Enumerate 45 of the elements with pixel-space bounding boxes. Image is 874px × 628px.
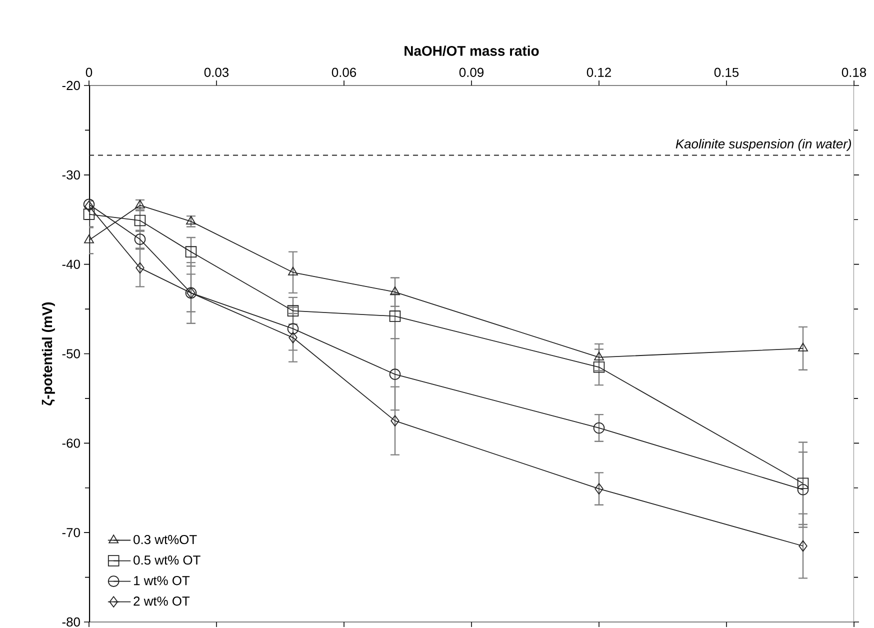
point (134, 234, 146, 245)
x-tick-label: 0.03 (204, 68, 229, 77)
legend-label: 2 wt% OT (134, 596, 190, 606)
point (83, 208, 95, 220)
point (593, 422, 605, 434)
point (594, 352, 604, 360)
x-tick-label: 0.18 (842, 68, 866, 77)
y-axis-title: ζ-potential (mV) (42, 302, 55, 406)
point (593, 362, 605, 373)
x-tick-label: 0.12 (586, 68, 611, 77)
x-tick-label: 0 (86, 68, 92, 77)
point (135, 200, 145, 208)
point (185, 246, 197, 258)
point (798, 342, 808, 352)
point (594, 483, 604, 494)
y-tick-label: -30 (62, 170, 80, 180)
point (389, 310, 401, 322)
y-tick-label: -60 (62, 438, 80, 448)
legend-label: 0.5 wt% OT (134, 555, 200, 565)
point (136, 262, 144, 274)
x-tick-label: 0.06 (332, 68, 356, 77)
point (390, 286, 400, 296)
legend-label: 1 wt% OT (134, 576, 190, 586)
legend-label: 0.3 wt%OT (134, 534, 197, 544)
point (288, 332, 298, 344)
point (797, 484, 809, 496)
x-tick-label: 0.15 (714, 68, 739, 77)
y-tick-label: -80 (62, 617, 80, 627)
y-tick-label: -20 (62, 80, 80, 90)
y-tick-label: -40 (62, 260, 80, 269)
x-axis-title: NaOH/OT mass ratio (404, 46, 539, 56)
point (186, 216, 196, 224)
point (797, 478, 809, 490)
point (84, 234, 94, 244)
point (389, 368, 401, 380)
point (288, 266, 298, 276)
point (390, 415, 400, 426)
y-tick-label: -70 (62, 528, 80, 538)
ref-line-label: Kaolinite suspension (in water) (676, 138, 851, 152)
y-tick-label: -50 (62, 349, 80, 358)
point (287, 305, 299, 316)
point (798, 540, 808, 552)
point (134, 214, 146, 226)
point (287, 323, 299, 334)
x-tick-label: 0.09 (459, 68, 484, 77)
